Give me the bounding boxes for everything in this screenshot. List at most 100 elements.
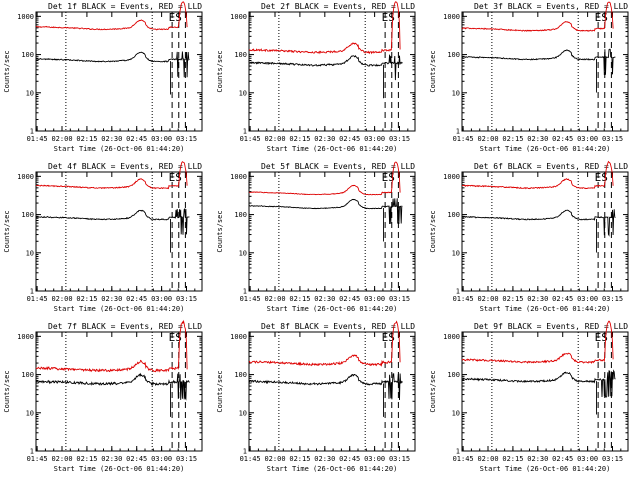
series-lld-line (462, 160, 614, 190)
series-events-line (248, 54, 403, 81)
x-tick-label: 03:15 (602, 135, 623, 143)
x-tick-label: 01:45 (453, 455, 474, 463)
panel-title: Det 8f BLACK = Events, RED = LLD (261, 322, 415, 331)
series-lld-line (248, 1, 401, 55)
y-tick-label: 1 (243, 288, 247, 296)
y-tick-label: 1000 (17, 13, 34, 21)
x-axis-label: Start Time (26-Oct-06 01:44:20) (54, 465, 185, 473)
interval-marker-s: S (388, 171, 395, 184)
x-tick-label: 03:15 (176, 455, 197, 463)
series-lld-line (248, 320, 401, 367)
x-tick-label: 03:15 (389, 455, 410, 463)
panel-det-3: Det 3f BLACK = Events, RED = LLD Counts/s… (429, 1, 629, 153)
series-lld-line (35, 1, 188, 31)
panel-title: Det 4f BLACK = Events, RED = LLD (48, 162, 202, 171)
x-tick-label: 03:00 (364, 135, 385, 143)
panel-det-5: Det 5f BLACK = Events, RED = LLD Counts/s… (216, 161, 416, 313)
y-tick-label: 1 (30, 448, 34, 456)
x-tick-label: 02:15 (502, 455, 523, 463)
interval-marker-e: E (595, 11, 602, 24)
x-tick-label: 02:00 (264, 135, 285, 143)
x-tick-label: 02:15 (76, 295, 97, 303)
x-tick-label: 02:15 (76, 135, 97, 143)
panel-det-7: Det 7f BLACK = Events, RED = LLD Counts/s… (3, 319, 203, 473)
y-tick-label: 1 (243, 448, 247, 456)
panel-title: Det 6f BLACK = Events, RED = LLD (474, 162, 628, 171)
plot-frame (248, 171, 416, 292)
y-axis-label: Counts/sec (3, 210, 11, 252)
panel-title: Det 9f BLACK = Events, RED = LLD (474, 322, 628, 331)
y-tick-label: 1 (30, 128, 34, 136)
y-tick-label: 10 (26, 249, 34, 257)
x-tick-label: 03:15 (389, 295, 410, 303)
y-axis-label: Counts/sec (216, 50, 224, 92)
panel-det-8: Det 8f BLACK = Events, RED = LLD Counts/s… (216, 320, 416, 473)
y-tick-label: 1000 (230, 333, 247, 341)
x-tick-label: 02:45 (339, 455, 360, 463)
y-tick-label: 100 (234, 51, 247, 59)
interval-marker-s: S (388, 331, 395, 344)
y-tick-label: 100 (21, 51, 34, 59)
series-lld-line (461, 1, 614, 32)
x-tick-label: 02:30 (314, 295, 335, 303)
y-tick-label: 1000 (443, 173, 460, 181)
y-tick-label: 100 (21, 371, 34, 379)
x-tick-label: 02:45 (339, 295, 360, 303)
panel-title: Det 2f BLACK = Events, RED = LLD (261, 2, 415, 11)
y-tick-label: 1000 (17, 173, 34, 181)
panel-det-4: Det 4f BLACK = Events, RED = LLD Counts/s… (3, 161, 203, 313)
series-events-line (461, 209, 616, 237)
panel-det-9: Det 9f BLACK = Events, RED = LLD Counts/s… (429, 320, 629, 473)
series-events-line (35, 372, 190, 401)
plot-frame (248, 11, 416, 132)
y-axis-label: Counts/sec (429, 50, 437, 92)
y-tick-label: 10 (452, 409, 460, 417)
y-axis-label: Counts/sec (429, 210, 437, 252)
x-axis-label: Start Time (26-Oct-06 01:44:20) (267, 305, 398, 313)
x-tick-label: 02:45 (552, 295, 573, 303)
x-tick-label: 01:45 (453, 135, 474, 143)
x-tick-label: 01:45 (27, 295, 48, 303)
x-tick-label: 03:00 (151, 455, 172, 463)
interval-marker-s: S (601, 171, 608, 184)
x-tick-label: 02:00 (51, 295, 72, 303)
x-tick-label: 03:00 (151, 295, 172, 303)
series-lld-line (248, 161, 401, 196)
y-axis-label: Counts/sec (3, 370, 11, 412)
x-tick-label: 03:15 (602, 295, 623, 303)
x-tick-label: 02:00 (264, 455, 285, 463)
y-axis-label: Counts/sec (216, 210, 224, 252)
x-tick-label: 02:30 (314, 135, 335, 143)
y-tick-label: 100 (447, 371, 460, 379)
x-tick-label: 03:15 (176, 135, 197, 143)
x-tick-label: 02:00 (51, 135, 72, 143)
x-tick-label: 03:00 (364, 455, 385, 463)
x-tick-label: 02:45 (552, 135, 573, 143)
series-events-line (35, 51, 190, 78)
x-tick-label: 03:00 (364, 295, 385, 303)
x-axis-label: Start Time (26-Oct-06 01:44:20) (54, 145, 185, 153)
y-tick-label: 10 (239, 89, 247, 97)
series-events-line (35, 207, 190, 235)
panel-det-1: Det 1f BLACK = Events, RED = LLD Counts/s… (3, 1, 203, 153)
x-axis-label: Start Time (26-Oct-06 01:44:20) (480, 305, 611, 313)
series-lld-line (461, 320, 614, 364)
x-tick-label: 02:00 (477, 295, 498, 303)
y-tick-label: 1000 (443, 333, 460, 341)
y-tick-label: 100 (447, 211, 460, 219)
plot-frame (461, 331, 629, 452)
x-axis-label: Start Time (26-Oct-06 01:44:20) (267, 145, 398, 153)
interval-marker-e: E (595, 171, 602, 184)
y-tick-label: 1000 (230, 13, 247, 21)
x-tick-label: 02:15 (502, 295, 523, 303)
interval-marker-e: E (169, 171, 176, 184)
interval-marker-s: S (175, 171, 182, 184)
y-tick-label: 10 (239, 249, 247, 257)
x-tick-label: 01:45 (453, 295, 474, 303)
series-lld-line (35, 319, 188, 373)
y-axis-label: Counts/sec (429, 370, 437, 412)
x-tick-label: 02:15 (289, 455, 310, 463)
x-tick-label: 01:45 (27, 135, 48, 143)
